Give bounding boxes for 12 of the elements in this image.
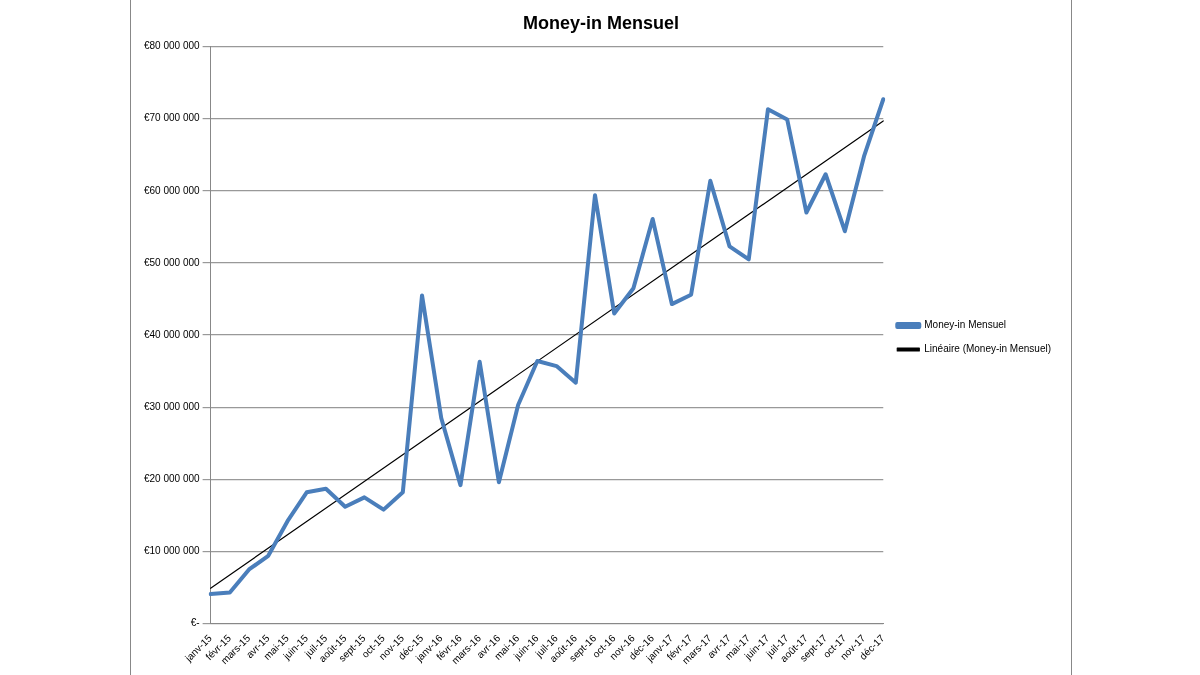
legend-label: Linéaire (Money-in Mensuel) [924,343,1052,355]
y-tick-label: €70 000 000 [143,112,201,124]
y-tick-label: €80 000 000 [143,40,201,52]
y-tick-label: €60 000 000 [143,184,201,196]
y-tick-label: €10 000 000 [143,545,201,557]
legend-label: Money-in Mensuel [924,319,1006,331]
y-tick-label: €50 000 000 [143,256,201,268]
y-tick-label: €20 000 000 [143,473,201,485]
y-tick-label: €40 000 000 [143,328,201,340]
y-tick-label: €- [190,617,200,629]
chart-title: Money-in Mensuel [522,12,680,33]
y-tick-label: €30 000 000 [143,400,201,412]
